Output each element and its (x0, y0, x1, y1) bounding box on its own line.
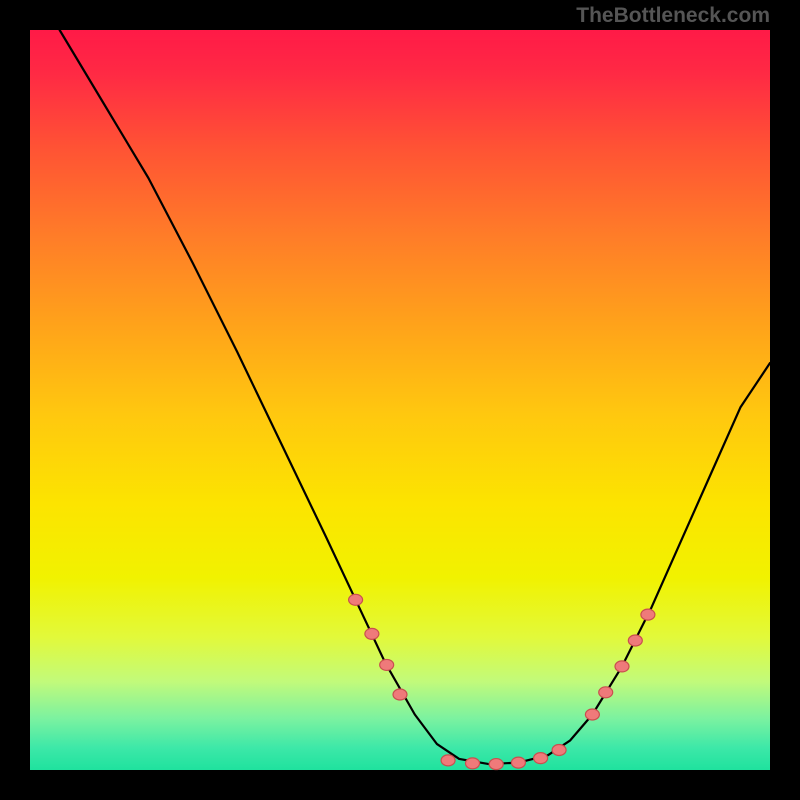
chart-frame: TheBottleneck.com (0, 0, 800, 800)
marker-point (489, 759, 503, 770)
marker-point (552, 745, 566, 756)
marker-point (441, 755, 455, 766)
marker-point (641, 609, 655, 620)
marker-point (466, 758, 480, 769)
watermark-text: TheBottleneck.com (576, 4, 770, 28)
marker-point (534, 753, 548, 764)
chart-svg (0, 0, 800, 800)
marker-point (585, 709, 599, 720)
marker-point (349, 594, 363, 605)
marker-point (365, 628, 379, 639)
marker-point (393, 689, 407, 700)
marker-point (599, 687, 613, 698)
marker-point (511, 757, 525, 768)
plot-background (30, 30, 770, 770)
marker-point (380, 659, 394, 670)
marker-point (615, 661, 629, 672)
marker-point (628, 635, 642, 646)
